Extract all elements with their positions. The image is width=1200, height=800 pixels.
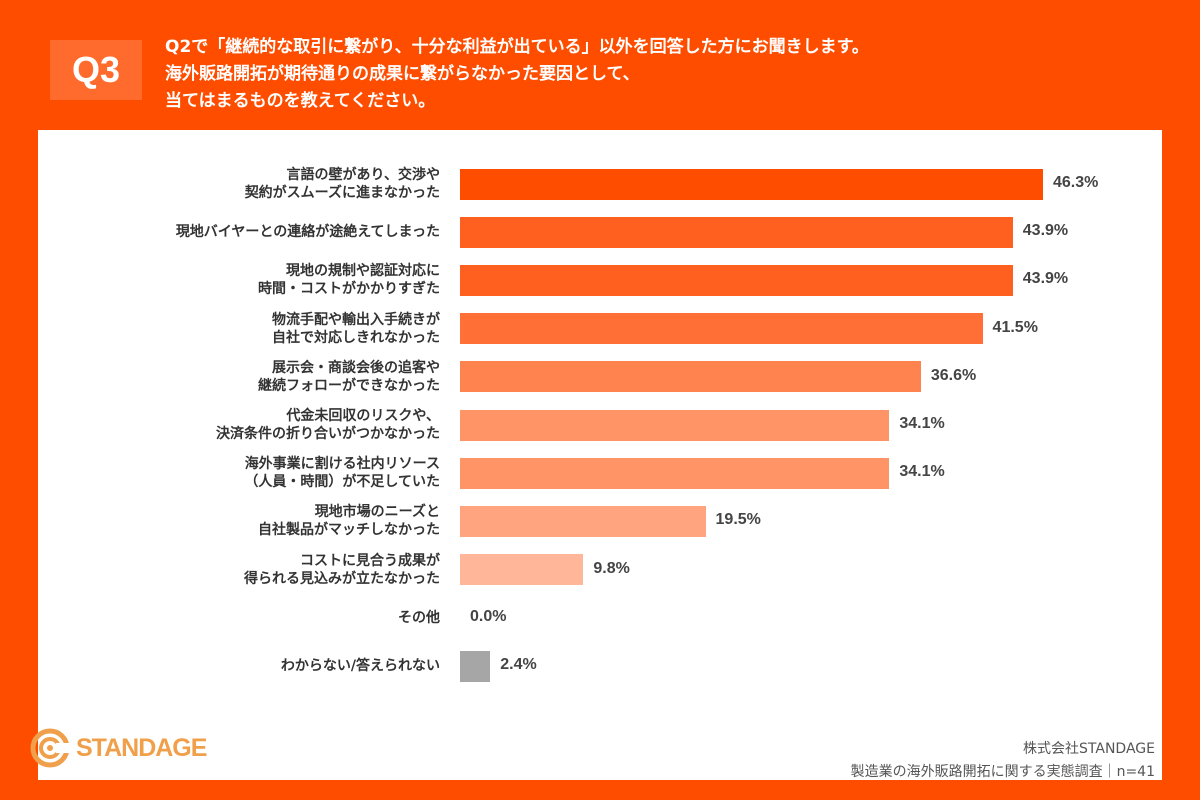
credit: 株式会社STANDAGE 製造業の海外販路開拓に関する実態調査｜n=41	[851, 738, 1155, 784]
value-label: 43.9%	[1022, 270, 1069, 288]
logo-text: STANDAGE	[76, 733, 207, 762]
question-line: 当てはまるものを教えてください。	[165, 91, 436, 111]
value-label: 0.0%	[470, 607, 507, 625]
category-label: コストに見合う成果が 得られる見込みが立たなかった	[244, 552, 440, 588]
logo-mark-icon	[30, 728, 70, 768]
value-label: 36.6%	[930, 366, 977, 384]
survey-info: 製造業の海外販路開拓に関する実態調査｜n=41	[850, 764, 1155, 780]
category-label-line: 決済条件の折り合いがつかなかった	[216, 426, 440, 442]
bar	[460, 650, 491, 682]
standage-logo: STANDAGE	[30, 728, 207, 768]
bar	[460, 409, 890, 441]
question-line: Q2で「継続的な取引に繋がり、十分な利益が出ている」以外を回答した方にお聞きしま…	[165, 37, 869, 57]
category-label-line: 現地バイヤーとの連絡が途絶えてしまった	[175, 224, 440, 241]
bar	[460, 264, 1013, 296]
question-line: 海外販路開拓が期待通りの成果に繋がらなかった要因として、	[165, 64, 640, 84]
category-label-line: 契約がスムーズに進まなかった	[244, 185, 440, 201]
category-label-line: 代金未回収のリスクや、	[286, 408, 440, 424]
category-label-line: コストに見合う成果が	[300, 552, 440, 569]
category-label-line: 時間・コストがかかりすぎた	[258, 281, 440, 298]
category-label: わからない/答えられない	[281, 657, 440, 675]
bar	[460, 505, 706, 537]
category-label-line: 展示会・商談会後の追客や	[272, 359, 440, 376]
value-label: 34.1%	[899, 463, 945, 481]
value-label: 19.5%	[715, 511, 761, 529]
category-label: 代金未回収のリスクや、決済条件の折り合いがつかなかった	[216, 407, 440, 443]
category-label-line: （人員・時間）が不足していた	[244, 474, 440, 491]
category-label-line: わからない/答えられない	[280, 658, 440, 674]
category-label-line: 言語の壁があり、交渉や	[286, 167, 440, 183]
category-label-line: 自社製品がマッチしなかった	[258, 522, 440, 539]
category-label: 展示会・商談会後の追客や 継続フォローができなかった	[258, 359, 440, 395]
category-label: 現地の規制や認証対応に 時間・コストがかかりすぎた	[258, 262, 440, 298]
bar	[460, 313, 983, 345]
category-label-line: 物流手配や輸出入手続きが	[272, 311, 440, 328]
category-label: 言語の壁があり、交渉や契約がスムーズに進まなかった	[245, 166, 440, 202]
category-label-line: 現地市場のニーズと	[314, 504, 440, 521]
value-label: 9.8%	[593, 559, 630, 577]
value-label: 46.3%	[1053, 174, 1099, 191]
category-label: 海外事業に割ける社内リソース （人員・時間）が不足していた	[244, 455, 440, 491]
category-label-line: 継続フォローができなかった	[258, 377, 440, 394]
question-number-badge: Q3	[50, 40, 142, 100]
value-label: 41.5%	[992, 318, 1038, 336]
bar	[460, 361, 921, 393]
value-label: 34.1%	[899, 415, 945, 432]
category-label: 現地市場のニーズと 自社製品がマッチしなかった	[258, 503, 440, 539]
question-text: Q2で「継続的な取引に繋がり、十分な利益が出ている」以外を回答した方にお聞きしま…	[165, 34, 869, 115]
category-label: 現地バイヤーとの連絡が途絶えてしまった	[176, 223, 440, 241]
bar	[460, 216, 1013, 248]
value-label: 43.9%	[1022, 222, 1069, 240]
category-label-line: 現地の規制や認証対応に	[286, 263, 440, 280]
bar	[460, 457, 890, 489]
company-name: 株式会社STANDAGE	[1023, 741, 1155, 757]
bar	[460, 554, 584, 586]
category-label-line: 海外事業に割ける社内リソース	[244, 456, 440, 473]
bar	[460, 168, 1043, 200]
category-label: 物流手配や輸出入手続きが 自社で対応しきれなかった	[272, 311, 440, 347]
category-label-line: 自社で対応しきれなかった	[272, 329, 440, 346]
category-label-line: 得られる見込みが立たなかった	[244, 570, 440, 587]
value-label: 2.4%	[500, 656, 537, 673]
category-label-line: その他	[398, 609, 440, 626]
category-label: その他	[398, 609, 440, 627]
